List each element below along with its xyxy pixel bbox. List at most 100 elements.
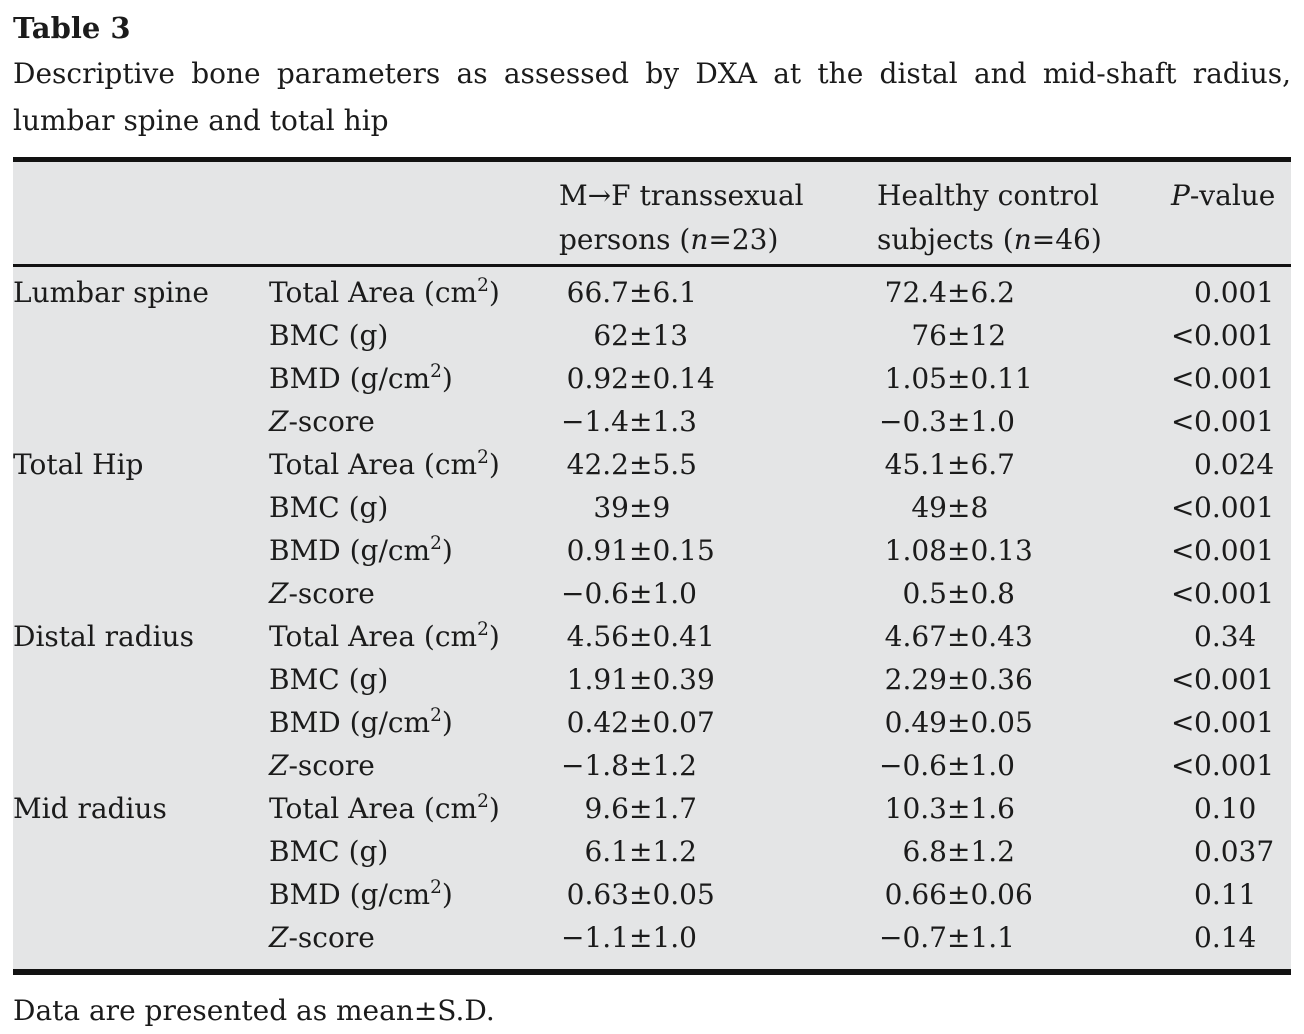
parameter-cell: BMD (g/cm2) xyxy=(269,704,453,739)
group2-value-cell: 1.08±0.13 xyxy=(884,534,1033,567)
table-row: Distal radius Total Area (cm2) 4.56±0.41 4.… xyxy=(13,615,1291,658)
region-cell: Distal radius xyxy=(13,620,194,653)
group2-value-cell: 6.8±1.2 xyxy=(902,835,1015,868)
table-row: Z-score −1.1±1.0 −0.7±1.1 0.14 xyxy=(13,916,1291,959)
region-cell xyxy=(13,873,269,916)
group2-value-cell: 0.49±0.05 xyxy=(884,706,1033,739)
region-cell xyxy=(13,314,269,357)
region-cell xyxy=(13,658,269,701)
header-parameter-spacer xyxy=(269,162,559,267)
parameter-cell: BMD (g/cm2) xyxy=(269,876,453,911)
table-row: BMC (g) 62±13 76±12 <0.001 xyxy=(13,314,1291,357)
pvalue-cell: 0.11 xyxy=(1194,878,1257,911)
group2-value-cell: 0.5±0.8 xyxy=(902,577,1015,610)
table-row: BMD (g/cm2) 0.63±0.05 0.66±0.06 0.11 xyxy=(13,873,1291,916)
group2-value-cell: 76±12 xyxy=(911,319,1007,352)
group2-value-cell: 10.3±1.6 xyxy=(884,792,1015,825)
parameter-cell: Total Area (cm2) xyxy=(269,618,500,653)
table-container: M→F transsexual persons (n=23) Healthy c… xyxy=(13,157,1291,975)
group1-value-cell: 0.42±0.07 xyxy=(566,706,715,739)
pvalue-cell: <0.001 xyxy=(1171,405,1275,438)
region-cell xyxy=(13,701,269,744)
table-row: BMD (g/cm2) 0.92±0.14 1.05±0.11 <0.001 xyxy=(13,357,1291,400)
parameter-cell: Z-score xyxy=(269,749,375,782)
table-footnote: Data are presented as mean±S.D. xyxy=(13,994,495,1027)
group2-value-cell: 2.29±0.36 xyxy=(884,663,1033,696)
parameter-cell: Z-score xyxy=(269,405,375,438)
region-cell xyxy=(13,572,269,615)
table-row: Mid radius Total Area (cm2) 9.6±1.7 10.3±1.… xyxy=(13,787,1291,830)
parameter-cell: Total Area (cm2) xyxy=(269,790,500,825)
group2-value-cell: −0.6±1.0 xyxy=(879,749,1015,782)
group1-value-cell: 6.1±1.2 xyxy=(584,835,697,868)
pvalue-cell: 0.024 xyxy=(1194,448,1275,481)
pvalue-cell: <0.001 xyxy=(1171,577,1275,610)
table-caption-description: Descriptive bone parameters as assessed … xyxy=(13,57,1291,137)
table-row: BMC (g) 1.91±0.39 2.29±0.36 <0.001 xyxy=(13,658,1291,701)
region-cell xyxy=(13,400,269,443)
group2-value-cell: 1.05±0.11 xyxy=(884,362,1033,395)
parameter-cell: Total Area (cm2) xyxy=(269,274,500,309)
pvalue-cell: 0.14 xyxy=(1194,921,1257,954)
pvalue-cell: <0.001 xyxy=(1171,663,1275,696)
table-body: Lumbar spine Total Area (cm2) 66.7±6.1 72.4… xyxy=(13,266,1291,960)
group1-value-cell: 39±9 xyxy=(593,491,671,524)
region-cell xyxy=(13,529,269,572)
parameter-cell: Z-score xyxy=(269,921,375,954)
pvalue-cell: 0.34 xyxy=(1194,620,1257,653)
group1-value-cell: 0.63±0.05 xyxy=(566,878,715,911)
parameter-cell: Z-score xyxy=(269,577,375,610)
region-cell: Total Hip xyxy=(13,448,144,481)
pvalue-cell: <0.001 xyxy=(1171,749,1275,782)
table-row: Z-score −1.4±1.3 −0.3±1.0 <0.001 xyxy=(13,400,1291,443)
pvalue-cell: 0.001 xyxy=(1194,276,1275,309)
group1-value-cell: 0.91±0.15 xyxy=(566,534,715,567)
table-row: BMD (g/cm2) 0.42±0.07 0.49±0.05 <0.001 xyxy=(13,701,1291,744)
group2-value-cell: 0.66±0.06 xyxy=(884,878,1033,911)
parameter-cell: BMC (g) xyxy=(269,663,389,696)
parameter-cell: BMC (g) xyxy=(269,491,389,524)
group1-value-cell: 9.6±1.7 xyxy=(584,792,697,825)
region-cell xyxy=(13,486,269,529)
group1-value-cell: 0.92±0.14 xyxy=(566,362,715,395)
group2-value-cell: 45.1±6.7 xyxy=(884,448,1015,481)
pvalue-cell: 0.10 xyxy=(1194,792,1257,825)
header-group1: M→F transsexual persons (n=23) xyxy=(559,162,877,267)
region-cell xyxy=(13,744,269,787)
parameter-cell: BMC (g) xyxy=(269,835,389,868)
header-region-spacer xyxy=(13,162,269,267)
bone-parameters-table: M→F transsexual persons (n=23) Healthy c… xyxy=(13,162,1291,959)
pvalue-cell: 0.037 xyxy=(1194,835,1275,868)
table-row: BMC (g) 39±9 49±8 <0.001 xyxy=(13,486,1291,529)
group1-value-cell: 1.91±0.39 xyxy=(566,663,715,696)
region-cell xyxy=(13,357,269,400)
group1-value-cell: −1.4±1.3 xyxy=(561,405,697,438)
header-group2: Healthy control subjects (n=46) xyxy=(877,162,1171,267)
group1-value-cell: 66.7±6.1 xyxy=(566,276,697,309)
group1-value-cell: 4.56±0.41 xyxy=(566,620,715,653)
table-row: Z-score −0.6±1.0 0.5±0.8 <0.001 xyxy=(13,572,1291,615)
group1-value-cell: 42.2±5.5 xyxy=(566,448,697,481)
group2-value-cell: 72.4±6.2 xyxy=(884,276,1015,309)
group2-value-cell: −0.7±1.1 xyxy=(879,921,1015,954)
pvalue-cell: <0.001 xyxy=(1171,534,1275,567)
parameter-cell: BMD (g/cm2) xyxy=(269,532,453,567)
group2-value-cell: 49±8 xyxy=(911,491,989,524)
table-caption-label: Table 3 xyxy=(13,11,131,45)
table-row: Total Hip Total Area (cm2) 42.2±5.5 45.1±6.… xyxy=(13,443,1291,486)
table-row: Z-score −1.8±1.2 −0.6±1.0 <0.001 xyxy=(13,744,1291,787)
region-cell: Lumbar spine xyxy=(13,276,209,309)
header-pvalue: P-value xyxy=(1171,162,1291,267)
table-row: BMD (g/cm2) 0.91±0.15 1.08±0.13 <0.001 xyxy=(13,529,1291,572)
group1-value-cell: −1.1±1.0 xyxy=(561,921,697,954)
parameter-cell: BMC (g) xyxy=(269,319,389,352)
region-cell: Mid radius xyxy=(13,792,167,825)
group1-value-cell: −0.6±1.0 xyxy=(561,577,697,610)
group2-value-cell: −0.3±1.0 xyxy=(879,405,1015,438)
group2-value-cell: 4.67±0.43 xyxy=(884,620,1033,653)
table-row: Lumbar spine Total Area (cm2) 66.7±6.1 72.4… xyxy=(13,266,1291,315)
pvalue-cell: <0.001 xyxy=(1171,491,1275,524)
pvalue-cell: <0.001 xyxy=(1171,319,1275,352)
pvalue-cell: <0.001 xyxy=(1171,362,1275,395)
